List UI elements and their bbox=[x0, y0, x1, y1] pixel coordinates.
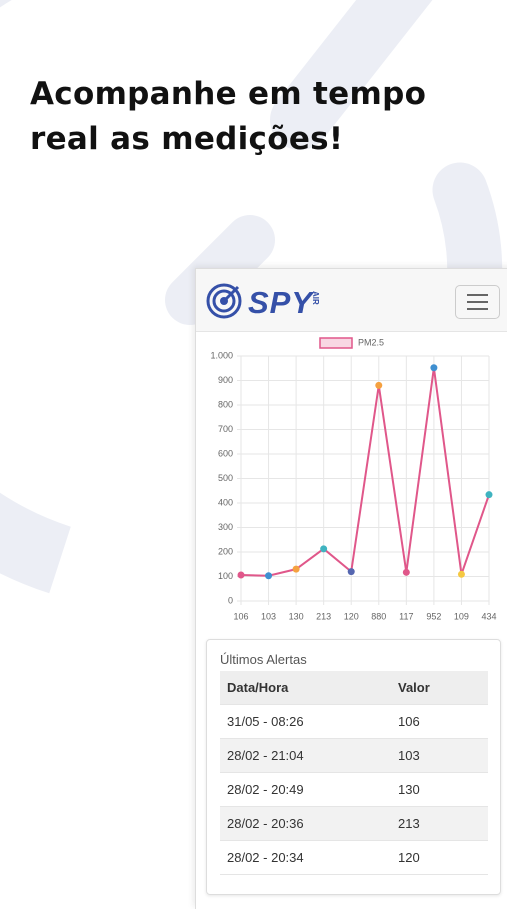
y-tick-label: 500 bbox=[218, 473, 233, 483]
logo-subtext: AIR bbox=[311, 291, 320, 305]
x-tick-label: 120 bbox=[344, 611, 359, 621]
data-point bbox=[457, 570, 465, 578]
series-line bbox=[240, 367, 490, 577]
x-tick-label: 130 bbox=[289, 611, 304, 621]
data-point bbox=[320, 545, 328, 553]
y-tick-label: 800 bbox=[218, 399, 233, 409]
headline-line: Acompanhe em tempo bbox=[30, 76, 427, 112]
x-tick-label: 880 bbox=[371, 611, 386, 621]
x-tick-label: 106 bbox=[233, 611, 248, 621]
table-row: 28/02 - 21:04 103 bbox=[220, 738, 488, 773]
table-cell: 28/02 - 20:36 bbox=[220, 806, 391, 841]
data-point bbox=[375, 381, 383, 389]
card-title: Últimos Alertas bbox=[220, 652, 307, 667]
swoosh-stroke bbox=[270, 0, 433, 150]
x-tick-label: 103 bbox=[261, 611, 276, 621]
table-cell: 213 bbox=[391, 806, 488, 841]
data-point bbox=[485, 491, 493, 499]
y-tick-label: 300 bbox=[218, 522, 233, 532]
data-point bbox=[347, 568, 355, 576]
header-row: Data/Hora Valor bbox=[220, 671, 488, 705]
chart: 0 100 200 300 400 500 600 700 800 900 1.000 106 103 1… bbox=[210, 337, 497, 621]
y-tick-label: 900 bbox=[218, 375, 233, 385]
data-point bbox=[430, 364, 438, 372]
table-row: 28/02 - 20:36 213 bbox=[220, 806, 488, 841]
data-point bbox=[402, 568, 410, 576]
y-tick-label: 700 bbox=[218, 424, 233, 434]
y-tick-label: 600 bbox=[218, 448, 233, 458]
x-tick-label: 213 bbox=[316, 611, 331, 621]
phone-screen: SPY AIR 0 100 200 300 400 500 600 700 800 900 1.00… bbox=[195, 268, 507, 909]
table-cell: 130 bbox=[391, 772, 488, 807]
header-cell: Data/Hora bbox=[220, 671, 391, 705]
data-point bbox=[237, 571, 245, 579]
alerts-table: Data/Hora Valor 31/05 - 08:26 106 28/02 - 21… bbox=[220, 671, 488, 875]
navbar: SPY AIR bbox=[196, 269, 507, 332]
y-tick-label: 1.000 bbox=[210, 350, 233, 360]
table-row: 31/05 - 08:26 106 bbox=[220, 704, 488, 739]
x-tick-label: 952 bbox=[426, 611, 441, 621]
alerts-card: Últimos Alertas Data/Hora Valor 31/05 - 08… bbox=[206, 639, 501, 895]
data-point bbox=[265, 572, 273, 580]
x-tick-label: 117 bbox=[399, 611, 413, 621]
table-cell: 103 bbox=[391, 738, 488, 773]
logo-icon bbox=[206, 283, 242, 319]
y-tick-label: 200 bbox=[218, 546, 233, 556]
menu-button[interactable] bbox=[455, 285, 500, 319]
table-row: 28/02 - 20:34 120 bbox=[220, 840, 488, 875]
table-cell: 106 bbox=[391, 704, 488, 739]
y-tick-label: 100 bbox=[218, 571, 233, 581]
headline-line: real as medições! bbox=[30, 121, 344, 157]
table-cell: 31/05 - 08:26 bbox=[220, 704, 391, 739]
y-tick-label: 0 bbox=[228, 595, 233, 605]
logo-text: SPY bbox=[248, 285, 314, 320]
headline: Acompanhe em tempo real as medições! bbox=[30, 72, 426, 162]
x-tick-label: 109 bbox=[454, 611, 469, 621]
y-tick-label: 400 bbox=[218, 497, 233, 507]
table-cell: 28/02 - 21:04 bbox=[220, 738, 391, 773]
legend-swatch bbox=[319, 337, 353, 349]
table-cell: 28/02 - 20:49 bbox=[220, 772, 391, 807]
x-tick-label: 434 bbox=[481, 611, 496, 621]
data-point bbox=[292, 565, 300, 573]
legend-label: PM2.5 bbox=[358, 337, 384, 347]
header-cell: Valor bbox=[391, 671, 488, 705]
table-cell: 120 bbox=[391, 840, 488, 875]
table-row: 28/02 - 20:49 130 bbox=[220, 772, 488, 807]
table-cell: 28/02 - 20:34 bbox=[220, 840, 391, 875]
